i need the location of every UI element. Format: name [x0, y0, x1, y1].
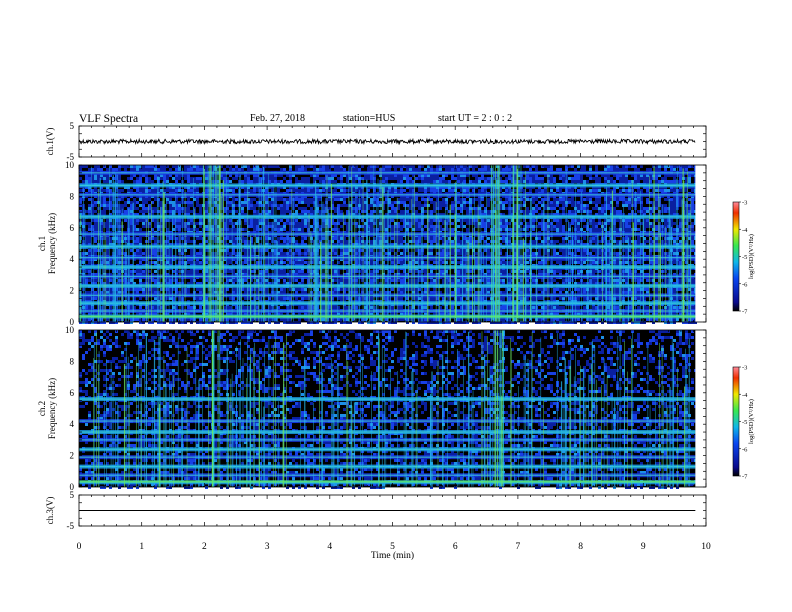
ch2-spec-no-data: [695, 330, 706, 487]
ch1-spec-colorbar-tick: -5: [742, 254, 747, 261]
x-tick-label: 7: [516, 542, 521, 552]
ch1-spec-ytick-label: 2: [70, 286, 75, 296]
ch2-spec-ytick-label: 2: [70, 451, 75, 461]
ch2-spec-colorbar-ramp: [732, 366, 740, 477]
x-tick-label: 2: [202, 542, 207, 552]
ch3-ytick-label: 5: [70, 490, 75, 500]
ch1-spec-base-line: [79, 315, 696, 318]
x-tick-label: 5: [390, 542, 395, 552]
ch2-spec-ticks: [78, 330, 707, 487]
x-tick-label: 9: [641, 542, 646, 552]
ch1-spec-colorbar-label: log(PSD)(V²/Hz): [748, 234, 755, 279]
ch1-spec-ytick-label: 10: [65, 160, 75, 170]
ch1-waveform-line: [78, 137, 696, 146]
figure-title: VLF Spectra: [79, 113, 139, 125]
ch2-spec-colorbar-tick: -6: [742, 446, 748, 453]
x-tick-label: 0: [77, 542, 82, 552]
ch2-spec-ytick-label: 0: [70, 482, 75, 492]
ch2-spec-colorbar-tick: -4: [742, 392, 748, 399]
x-tick-label: 4: [327, 542, 332, 552]
ch1-spec-spectrogram: [78, 164, 707, 324]
ch1-spec-ytick-label: 4: [70, 254, 75, 264]
ch1-spec-colorbar-tick: -6: [742, 281, 748, 288]
ch2-spec-ylabel-line: ch.2: [37, 401, 47, 416]
ch1-spec-colorbar-tick: -7: [742, 309, 748, 316]
ch2-spec-colorbar-tick: -5: [742, 419, 747, 426]
ch1-spec-ylabel-line: Frequency (kHz): [47, 213, 57, 274]
ch2-spec-ytick-label: 6: [70, 388, 75, 398]
ch2-spec-colorbar-tick: -7: [742, 474, 748, 481]
x-axis-label: Time (min): [371, 550, 414, 561]
ch1-ylabel-line: ch.1(V): [45, 128, 55, 156]
ch1-spec-no-data: [695, 165, 706, 322]
ch2-spec-ytick-label: 10: [65, 325, 75, 335]
x-tick-label: 3: [265, 542, 270, 552]
ch3-ticks: [78, 495, 707, 526]
ch1-spec-ytick-label: 6: [70, 223, 75, 233]
ch1-spec-ticks: [78, 165, 707, 322]
ch1-spec-colorbar-tick: -3: [742, 200, 747, 207]
ch2-spec-ytick-label: 4: [70, 419, 75, 429]
ch1-y-ticks: 5 -5: [67, 121, 706, 162]
ch2-spec-spectrogram: [78, 329, 707, 489]
ch1-ylabel: ch.1(V): [45, 128, 55, 156]
ch1-spec-ylabel: ch.1 Frequency (kHz): [37, 213, 57, 274]
ch2-spec-ylabel-line: Frequency (kHz): [47, 378, 57, 439]
ch1-ytick-label: 5: [70, 121, 75, 131]
ch2-spec-colorbar-label: log(PSD)(V²/Hz): [748, 399, 755, 444]
ch1-spec-ytick-label: 8: [70, 191, 75, 201]
ch2-spec-base-line: [79, 480, 696, 483]
ch2-spec-colorbar-tick: -3: [742, 365, 747, 372]
date-label: Feb. 27, 2018: [250, 113, 305, 124]
ch3-y-ticks: 5 -5: [67, 490, 706, 531]
ch1-spec-colorbar-label-text: log(PSD)(V²/Hz): [748, 234, 755, 279]
start-time-label: start UT = 2 : 0 : 2: [438, 113, 513, 124]
ch2-spec-colorbar-label-text: log(PSD)(V²/Hz): [748, 399, 755, 444]
x-tick-label: 10: [701, 542, 711, 552]
x-tick-label: 1: [139, 542, 144, 552]
x-tick-label: 8: [578, 542, 583, 552]
ch1-ticks: [78, 126, 707, 157]
ch3-ytick-label: -5: [67, 521, 75, 531]
ch1-spec-colorbar: -3 -4 -5 -6 -7 log(PSD)(V²/Hz): [732, 200, 755, 316]
ch2-spec-ytick-label: 8: [70, 356, 75, 366]
ch1-spec-ylabel-line: ch.1: [37, 236, 47, 251]
ch1-spec-ytick-label: 0: [70, 317, 75, 327]
ch3-ylabel-line: ch.3(V): [45, 497, 55, 525]
ch1-spec-y-ticks: 0 2 4 6 8 10: [65, 160, 706, 327]
station-label: station=HUS: [343, 113, 396, 124]
ch1-ytick-label: -5: [67, 152, 75, 162]
ch2-spec-colorbar: -3 -4 -5 -6 -7 log(PSD)(V²/Hz): [732, 365, 755, 481]
ch1-spec-colorbar-ramp: [732, 201, 740, 312]
x-tick-label: 6: [453, 542, 458, 552]
ch1-spec-colorbar-tick: -4: [742, 227, 748, 234]
ch2-spec-ylabel: ch.2 Frequency (kHz): [37, 378, 57, 439]
ch2-spec-y-ticks: 0 2 4 6 8 10: [65, 325, 706, 492]
ch3-ylabel: ch.3(V): [45, 497, 55, 525]
